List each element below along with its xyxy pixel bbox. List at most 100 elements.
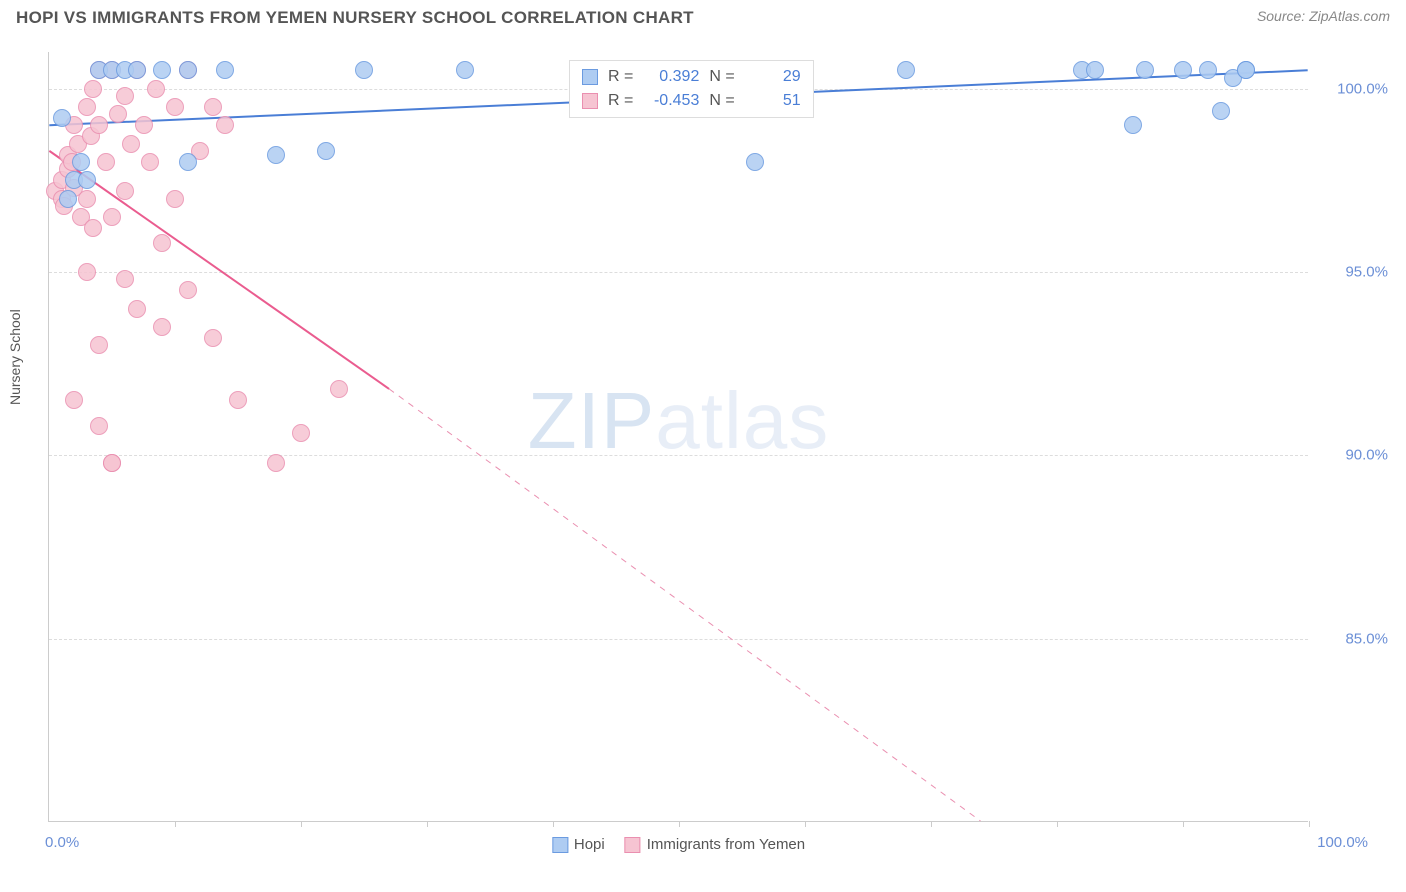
data-point-hopi — [267, 146, 285, 164]
data-point-hopi — [897, 61, 915, 79]
data-point-yemen — [78, 190, 96, 208]
data-point-yemen — [116, 87, 134, 105]
data-point-yemen — [166, 98, 184, 116]
data-point-hopi — [1124, 116, 1142, 134]
y-tick-label: 85.0% — [1318, 630, 1388, 647]
data-point-yemen — [166, 190, 184, 208]
data-point-yemen — [103, 454, 121, 472]
trend-line — [389, 389, 980, 821]
x-tick — [931, 821, 932, 827]
data-point-hopi — [53, 109, 71, 127]
yemen-n-value: 51 — [741, 89, 801, 113]
watermark-light: atlas — [655, 376, 829, 465]
y-tick-label: 95.0% — [1318, 264, 1388, 281]
x-axis-min-label: 0.0% — [45, 834, 79, 851]
data-point-yemen — [103, 208, 121, 226]
legend-item-yemen: Immigrants from Yemen — [625, 836, 805, 853]
data-point-yemen — [78, 263, 96, 281]
data-point-hopi — [746, 153, 764, 171]
data-point-yemen — [84, 219, 102, 237]
y-tick-label: 90.0% — [1318, 447, 1388, 464]
data-point-yemen — [122, 135, 140, 153]
x-tick — [553, 821, 554, 827]
data-point-yemen — [84, 80, 102, 98]
x-tick — [805, 821, 806, 827]
n-label-2: N = — [709, 89, 734, 113]
r-label: R = — [608, 65, 633, 89]
data-point-yemen — [141, 153, 159, 171]
data-point-hopi — [355, 61, 373, 79]
data-point-yemen — [330, 380, 348, 398]
chart-header: HOPI VS IMMIGRANTS FROM YEMEN NURSERY SC… — [0, 0, 1406, 32]
y-axis-title: Nursery School — [7, 309, 23, 405]
data-point-yemen — [97, 153, 115, 171]
data-point-yemen — [128, 300, 146, 318]
swatch-hopi-icon — [552, 837, 568, 853]
n-label: N = — [709, 65, 734, 89]
data-point-yemen — [65, 391, 83, 409]
data-point-yemen — [116, 270, 134, 288]
legend-item-hopi: Hopi — [552, 836, 605, 853]
swatch-yemen — [582, 93, 598, 109]
data-point-yemen — [179, 281, 197, 299]
data-point-hopi — [1212, 102, 1230, 120]
data-point-hopi — [456, 61, 474, 79]
data-point-yemen — [147, 80, 165, 98]
swatch-hopi — [582, 69, 598, 85]
x-tick — [175, 821, 176, 827]
data-point-yemen — [229, 391, 247, 409]
data-point-yemen — [116, 182, 134, 200]
gridline — [49, 272, 1308, 273]
x-tick — [427, 821, 428, 827]
x-tick — [1183, 821, 1184, 827]
data-point-yemen — [78, 98, 96, 116]
source-attribution: Source: ZipAtlas.com — [1257, 8, 1390, 24]
x-tick — [1309, 821, 1310, 827]
hopi-n-value: 29 — [741, 65, 801, 89]
chart-title: HOPI VS IMMIGRANTS FROM YEMEN NURSERY SC… — [16, 8, 694, 28]
data-point-hopi — [1136, 61, 1154, 79]
data-point-yemen — [204, 98, 222, 116]
data-point-hopi — [1086, 61, 1104, 79]
trend-lines — [49, 52, 1308, 821]
legend-label-yemen: Immigrants from Yemen — [647, 836, 805, 853]
data-point-yemen — [153, 318, 171, 336]
swatch-yemen-icon — [625, 837, 641, 853]
data-point-hopi — [72, 153, 90, 171]
data-point-yemen — [267, 454, 285, 472]
gridline — [49, 639, 1308, 640]
x-tick — [679, 821, 680, 827]
watermark-bold: ZIP — [528, 376, 655, 465]
gridline — [49, 455, 1308, 456]
legend-row-yemen: R = -0.453 N = 51 — [582, 89, 801, 113]
data-point-yemen — [216, 116, 234, 134]
chart-plot-area: ZIPatlas Nursery School 85.0%90.0%95.0%1… — [48, 52, 1308, 822]
data-point-yemen — [153, 234, 171, 252]
data-point-hopi — [1199, 61, 1217, 79]
data-point-hopi — [153, 61, 171, 79]
data-point-hopi — [317, 142, 335, 160]
data-point-hopi — [179, 153, 197, 171]
data-point-yemen — [292, 424, 310, 442]
r-label-2: R = — [608, 89, 633, 113]
source-prefix: Source: — [1257, 8, 1309, 24]
x-tick — [1057, 821, 1058, 827]
legend-stats-box: R = 0.392 N = 29 R = -0.453 N = 51 — [569, 60, 814, 118]
data-point-hopi — [128, 61, 146, 79]
data-point-yemen — [90, 116, 108, 134]
legend-bottom: Hopi Immigrants from Yemen — [552, 836, 805, 853]
x-tick — [301, 821, 302, 827]
data-point-yemen — [90, 417, 108, 435]
x-axis-max-label: 100.0% — [1317, 834, 1368, 851]
data-point-hopi — [59, 190, 77, 208]
data-point-hopi — [216, 61, 234, 79]
data-point-yemen — [135, 116, 153, 134]
data-point-yemen — [90, 336, 108, 354]
data-point-hopi — [78, 171, 96, 189]
y-tick-label: 100.0% — [1318, 80, 1388, 97]
data-point-yemen — [204, 329, 222, 347]
data-point-hopi — [1237, 61, 1255, 79]
legend-row-hopi: R = 0.392 N = 29 — [582, 65, 801, 89]
data-point-hopi — [179, 61, 197, 79]
source-name: ZipAtlas.com — [1309, 8, 1390, 24]
